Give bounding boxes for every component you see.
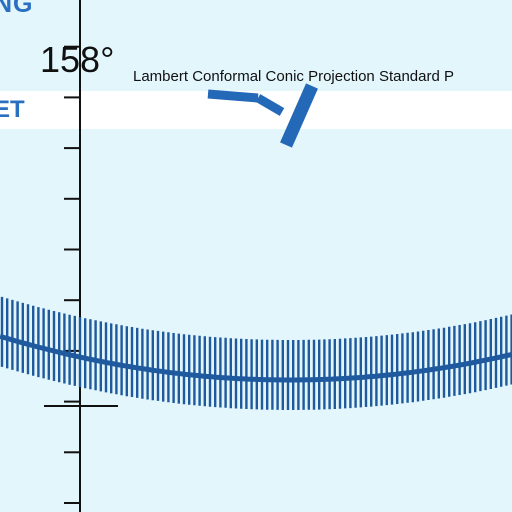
hatched-boundary	[0, 297, 512, 410]
airway-route	[208, 86, 312, 145]
projection-label: Lambert Conformal Conic Projection Stand…	[133, 68, 454, 85]
meridian-label: 158°	[40, 42, 114, 78]
